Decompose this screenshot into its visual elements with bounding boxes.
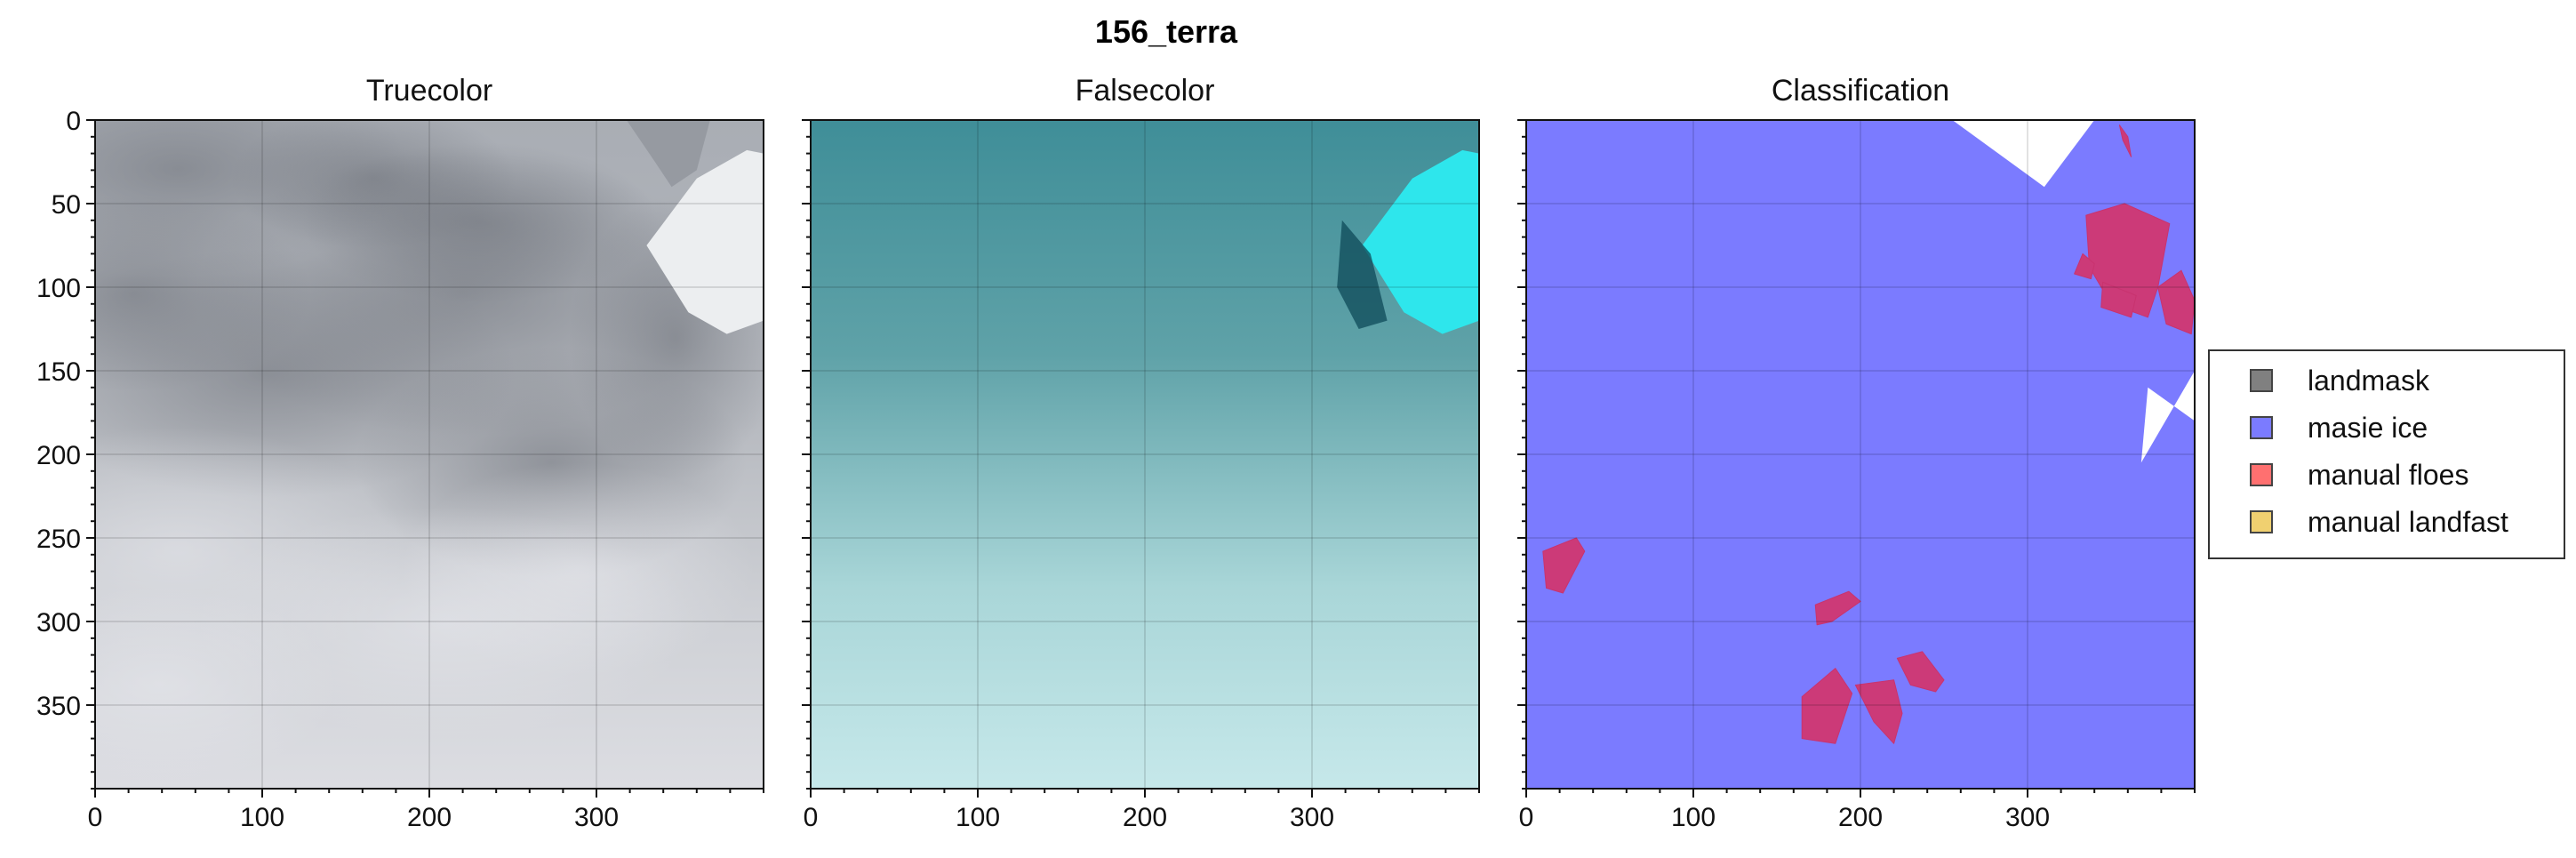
panel-image [1526, 120, 2195, 789]
manual-floe [1801, 668, 1853, 744]
manual-floe [2118, 124, 2132, 157]
figure-title: 156_terra [1095, 13, 1238, 50]
panel-image [95, 120, 764, 789]
legend-swatch [2250, 416, 2273, 439]
y-tick-label: 50 [52, 190, 81, 220]
y-tick-label: 100 [36, 274, 81, 303]
legend-label: masie ice [2308, 412, 2428, 444]
falsecolor-background [811, 120, 1479, 789]
x-tick-label: 0 [88, 803, 103, 832]
open-water-region [1952, 120, 2095, 188]
legend-swatch [2250, 463, 2273, 486]
panels: 0 100 200 300 0 50 100 150 200 250 300 350 Truecolor… [36, 74, 2196, 832]
panel-image [811, 120, 1479, 789]
x-tick-label: 300 [574, 803, 619, 832]
x-tick-label: 200 [407, 803, 452, 832]
dark-cloud-region [95, 196, 311, 391]
panel-1: 0 100 200 300 0 50 100 150 200 250 300 350 Truecolor [36, 74, 764, 832]
bright-cloud-region [400, 462, 756, 676]
y-tick-label: 0 [66, 107, 81, 136]
legend-label: manual landfast [2308, 506, 2508, 538]
dark-cloud-region [231, 120, 516, 249]
bright-cloud-region [95, 587, 338, 782]
x-tick-label: 100 [956, 803, 1000, 832]
manual-floe [1542, 537, 1586, 594]
y-tick-label: 300 [36, 608, 81, 637]
dark-water-truecolor [626, 120, 710, 188]
panel-3: 0 100 200 300 Classification [1517, 74, 2196, 832]
open-water-region [2140, 371, 2195, 463]
y-tick-label: 150 [36, 357, 81, 387]
manual-floe [1854, 679, 1903, 744]
legend-label: manual floes [2308, 459, 2468, 491]
y-tick-label: 250 [36, 525, 81, 554]
panel-title: Truecolor [366, 74, 492, 108]
legend-swatch [2250, 510, 2273, 533]
x-tick-label: 200 [1838, 803, 1883, 832]
manual-floe [2074, 253, 2095, 280]
x-tick-label: 100 [1671, 803, 1716, 832]
x-tick-label: 100 [240, 803, 284, 832]
island-falsecolor [1362, 149, 1479, 334]
y-tick-label: 350 [36, 692, 81, 721]
manual-floe [1896, 651, 1945, 693]
dark-water-falsecolor [1337, 220, 1388, 329]
manual-floe [2157, 269, 2195, 335]
x-tick-label: 0 [1519, 803, 1534, 832]
x-tick-label: 200 [1123, 803, 1167, 832]
x-tick-label: 300 [1290, 803, 1334, 832]
legend-items: landmask masie ice manual floes manual land… [2250, 365, 2508, 538]
legend-swatch [2250, 369, 2273, 392]
x-tick-label: 300 [2005, 803, 2050, 832]
y-tick-label: 200 [36, 441, 81, 470]
panel-title: Falsecolor [1076, 74, 1215, 108]
panel-2: 0 100 200 300 Falsecolor [802, 74, 1480, 832]
x-tick-label: 0 [804, 803, 819, 832]
panel-title: Classification [1772, 74, 1949, 108]
island-truecolor [646, 149, 764, 334]
legend: landmask masie ice manual floes manual land… [2208, 349, 2565, 559]
legend-label: landmask [2308, 365, 2430, 397]
masie-ice-area [1526, 120, 2195, 789]
manual-floe [1814, 590, 1861, 626]
manual-floe [2100, 281, 2137, 318]
